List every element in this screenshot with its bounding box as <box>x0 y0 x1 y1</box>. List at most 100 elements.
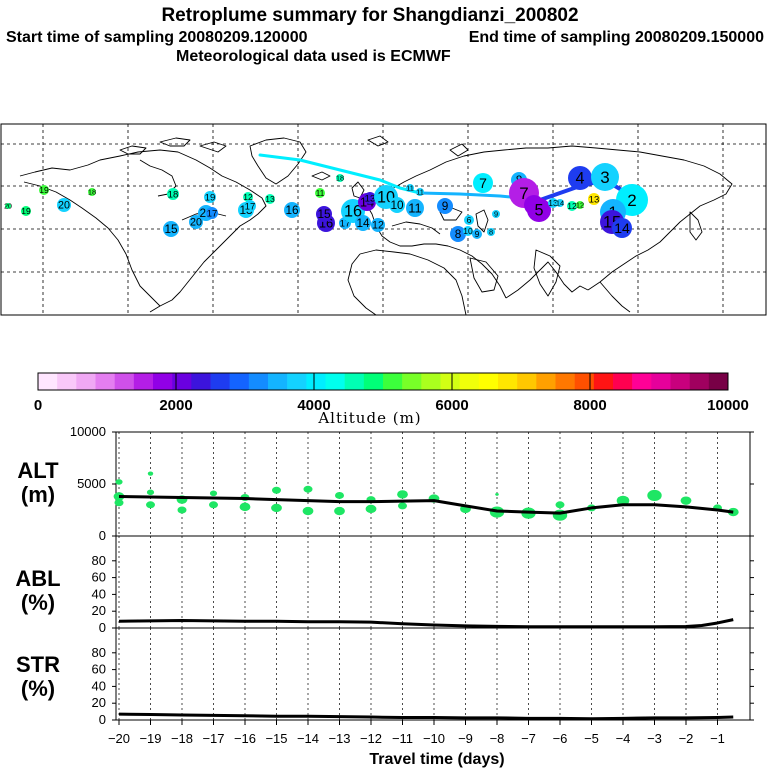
altitude-point <box>147 471 154 476</box>
cluster-circle <box>243 192 253 202</box>
cluster-label: 11 <box>406 184 414 193</box>
x-tick-label: −13 <box>328 731 350 746</box>
abl-panel-label: ABL <box>15 566 60 591</box>
altitude-point <box>209 501 218 509</box>
x-tick-label: −17 <box>202 731 224 746</box>
cluster-circle <box>204 191 216 203</box>
cluster-circle <box>588 193 600 205</box>
colorbar-cell <box>459 373 480 390</box>
cluster-circle <box>472 229 482 239</box>
colorbar-cell <box>574 373 595 390</box>
y-tick-label: 40 <box>92 678 106 693</box>
cluster-label: 19 <box>39 185 49 195</box>
cluster-circle <box>336 174 344 182</box>
y-tick-label: 0 <box>99 712 106 727</box>
altitude-point <box>114 499 124 507</box>
colorbar-cell <box>555 373 575 390</box>
cluster-circle <box>316 206 332 222</box>
altitude-point <box>146 501 155 509</box>
cluster-circle <box>437 198 453 214</box>
altitude-point <box>113 492 125 501</box>
cluster-circle <box>167 188 179 200</box>
x-tick-label: −16 <box>234 731 256 746</box>
colorbar-cell <box>402 373 422 390</box>
x-tick-label: −14 <box>297 731 319 746</box>
colorbar-cell <box>306 373 326 390</box>
cluster-circle <box>406 184 414 192</box>
altitude-point <box>239 502 251 512</box>
abl-panel-unit: (%) <box>21 590 55 615</box>
cluster-label: 8 <box>455 227 462 241</box>
cluster-circle <box>591 163 619 191</box>
cluster-label: 20 <box>4 203 12 210</box>
colorbar-label: Altitude (m) <box>317 409 421 427</box>
altitude-point <box>334 506 345 516</box>
cluster-label: 17 <box>207 208 218 219</box>
x-tick-label: −12 <box>360 731 382 746</box>
colorbar-cells <box>38 373 729 390</box>
cluster-label: 12 <box>243 192 253 202</box>
colorbar-tick-label: 4000 <box>297 397 330 414</box>
colorbar-cell <box>210 373 230 390</box>
colorbar-cell <box>517 373 537 390</box>
y-tick-label: 80 <box>92 553 106 568</box>
y-tick-label: 60 <box>92 570 106 585</box>
x-tick-label: −19 <box>139 731 161 746</box>
cluster-circle <box>163 221 179 237</box>
cluster-circle <box>265 194 275 204</box>
x-tick-label: −5 <box>584 731 599 746</box>
colorbar-cell <box>708 373 729 390</box>
cluster-label: 18 <box>88 188 96 197</box>
cluster-circle <box>463 226 473 236</box>
colorbar-cell <box>498 373 518 390</box>
cluster-circle <box>567 201 577 211</box>
alt-panel-unit: (m) <box>21 482 55 507</box>
x-tick-label: −20 <box>108 731 130 746</box>
altitude-point <box>271 503 282 513</box>
colorbar-cell <box>478 373 499 390</box>
cluster-label: 13 <box>589 194 600 205</box>
cluster-circle <box>389 197 405 213</box>
cluster-label: 9 <box>475 229 480 239</box>
cluster-circle <box>548 198 558 208</box>
colorbar-cell <box>76 373 96 390</box>
cluster-label: 2 <box>627 191 636 210</box>
y-tick-label: 20 <box>92 603 106 618</box>
altitude-point <box>146 489 155 496</box>
cluster-label: 14 <box>356 216 370 230</box>
cluster-label: 17 <box>245 201 256 212</box>
str-panel-frame <box>115 627 751 721</box>
altitude-point <box>495 493 499 496</box>
cluster-label: 7 <box>519 184 528 203</box>
figure-title: Retroplume summary for Shangdianzi_20080… <box>161 5 578 26</box>
cluster-label: 20 <box>190 217 202 229</box>
cluster-markers: 2019192018151820201917121317131118161615… <box>4 163 648 242</box>
altitude-point <box>727 507 739 517</box>
cluster-circle <box>576 201 584 209</box>
abl-line <box>118 618 734 629</box>
altitude-point <box>397 490 408 499</box>
colorbar-cell <box>133 373 154 390</box>
y-tick-label: 80 <box>92 645 106 660</box>
cluster-label: 9 <box>442 199 449 213</box>
colorbar-cell <box>325 373 345 390</box>
cluster-label: 15 <box>164 222 178 236</box>
altitude-point <box>177 506 187 514</box>
cluster-circle <box>5 203 11 209</box>
alt-panel-frame <box>115 431 751 537</box>
colorbar-tick-labels: 0 2000 4000 6000 8000 10000 <box>34 373 749 414</box>
x-tick-label: −4 <box>616 731 631 746</box>
cluster-circle <box>527 198 551 222</box>
y-tick-label: 0 <box>99 528 106 543</box>
cluster-circle <box>355 215 371 231</box>
x-tick-label: −9 <box>458 731 473 746</box>
cluster-circle <box>244 200 256 212</box>
cluster-circle <box>284 202 300 218</box>
cluster-label: 11 <box>316 188 325 198</box>
cluster-circle <box>21 206 31 216</box>
cluster-circle <box>492 210 500 218</box>
cluster-label: 10 <box>463 226 473 236</box>
cluster-label: 11 <box>416 188 424 197</box>
